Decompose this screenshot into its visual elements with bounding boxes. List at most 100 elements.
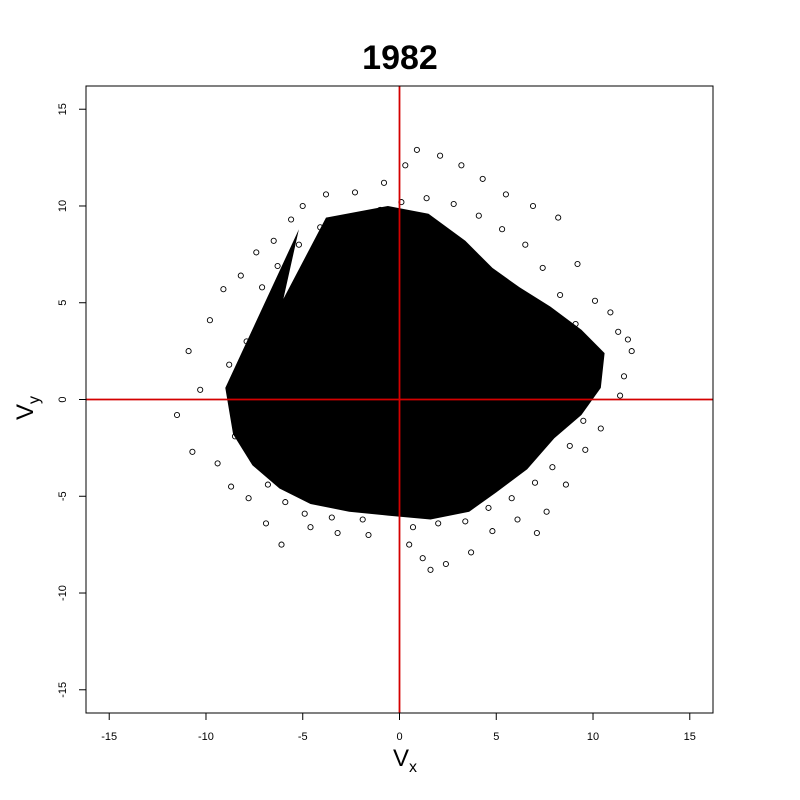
data-point <box>475 212 482 219</box>
data-point <box>264 481 271 488</box>
data-point <box>228 483 235 490</box>
data-point <box>307 524 314 531</box>
y-tick-label: 15 <box>57 103 69 115</box>
data-point <box>427 566 434 573</box>
data-point <box>607 309 614 316</box>
data-point <box>539 264 546 271</box>
data-point <box>533 529 540 537</box>
data-point <box>437 152 444 159</box>
data-point <box>499 226 506 233</box>
data-point <box>489 528 496 535</box>
data-point <box>380 179 388 186</box>
data-point <box>253 249 260 256</box>
y-tick-label: -15 <box>57 682 69 698</box>
data-point <box>413 146 420 153</box>
data-point <box>328 514 335 521</box>
data-point <box>295 241 302 248</box>
data-point <box>615 328 622 335</box>
data-point <box>406 541 413 548</box>
data-point <box>529 202 537 210</box>
point-cloud-density <box>225 206 605 520</box>
x-tick-label: 0 <box>396 731 402 743</box>
data-point <box>299 202 306 210</box>
data-point <box>278 541 285 548</box>
data-point <box>185 348 192 355</box>
data-point <box>597 425 604 432</box>
data-point <box>359 516 366 523</box>
data-point <box>522 241 529 248</box>
x-axis-title: Vx <box>393 745 417 776</box>
data-point <box>334 529 341 537</box>
data-point <box>402 162 409 169</box>
data-point <box>220 286 227 293</box>
y-axis: -15 -10 -5 0 5 10 15 <box>57 103 87 698</box>
data-point <box>270 237 277 244</box>
data-point <box>409 524 417 531</box>
chart-title: 1982 <box>362 39 438 77</box>
data-point <box>351 189 359 196</box>
y-tick-label: 10 <box>57 200 69 212</box>
data-point <box>237 272 244 279</box>
data-point <box>206 317 213 324</box>
data-point <box>508 495 515 502</box>
data-point <box>588 344 595 351</box>
data-point <box>628 348 635 355</box>
x-tick-label: -10 <box>198 731 214 743</box>
data-point <box>514 516 521 523</box>
data-point <box>620 373 628 380</box>
data-point <box>274 262 281 270</box>
data-point <box>322 191 330 198</box>
data-point <box>173 411 181 419</box>
data-point <box>450 200 457 208</box>
y-tick-label: -10 <box>57 585 69 601</box>
data-point <box>197 386 204 393</box>
data-point <box>259 284 266 291</box>
data-point <box>624 336 631 343</box>
data-point <box>593 369 600 376</box>
data-point <box>572 320 579 328</box>
x-tick-label: 15 <box>684 731 696 743</box>
data-point <box>231 433 239 440</box>
data-point <box>580 417 587 424</box>
data-point <box>419 555 426 562</box>
data-point <box>262 520 270 527</box>
data-point <box>582 446 589 453</box>
data-point <box>479 175 486 182</box>
x-axis-title-subscript: x <box>409 759 417 776</box>
data-point <box>458 162 465 169</box>
data-point <box>531 479 539 486</box>
data-point <box>243 338 250 345</box>
data-point <box>214 460 221 467</box>
data-point <box>574 260 581 268</box>
y-tick-label: -5 <box>57 491 69 501</box>
data-point <box>249 456 256 463</box>
data-point <box>245 495 252 502</box>
data-point <box>423 195 430 202</box>
data-point <box>435 520 442 527</box>
data-point <box>502 191 509 198</box>
data-point <box>468 549 475 556</box>
data-point <box>562 481 569 488</box>
x-axis-title-main: V <box>393 745 409 772</box>
y-axis-title: Vy <box>12 396 43 420</box>
data-point <box>591 297 599 304</box>
data-point <box>377 206 384 213</box>
data-point <box>189 448 196 455</box>
x-tick-label: 5 <box>493 731 499 743</box>
x-tick-label: 10 <box>587 731 599 743</box>
data-point <box>317 224 324 231</box>
data-point <box>226 361 233 368</box>
x-axis: -15 -10 -5 0 5 10 15 <box>101 712 696 743</box>
y-tick-label: 5 <box>57 300 69 306</box>
data-point <box>282 499 289 506</box>
data-point <box>442 560 449 568</box>
data-point <box>617 392 624 399</box>
data-point <box>485 504 492 511</box>
data-point <box>288 216 295 223</box>
data-point <box>555 214 562 221</box>
data-point <box>566 442 573 449</box>
dense-point-region <box>225 206 605 520</box>
data-point <box>462 518 469 525</box>
